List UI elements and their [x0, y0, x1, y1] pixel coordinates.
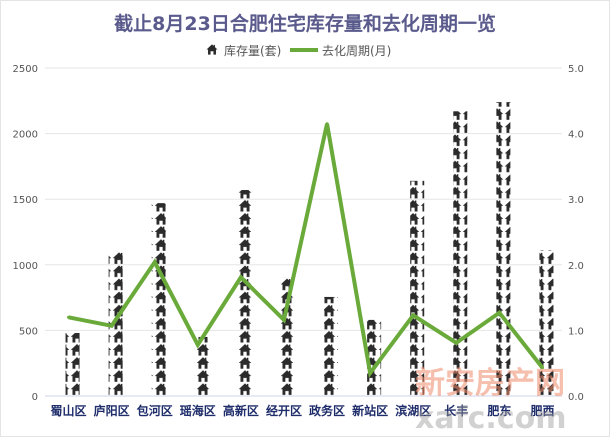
x-tick-label: 肥西: [530, 403, 554, 418]
bar-高新区: [237, 190, 252, 396]
x-tick-label: 长丰: [444, 403, 468, 418]
y-left-tick: 0: [32, 392, 38, 403]
cycle-point-庐阳区: [110, 324, 114, 328]
bar-蜀山区: [65, 333, 80, 396]
bar-肥西: [539, 250, 554, 396]
bar-庐阳区: [108, 251, 123, 396]
cycle-point-长丰: [454, 341, 458, 345]
cycle-point-瑶海区: [196, 343, 200, 347]
y-right-tick: 3.0: [568, 195, 584, 206]
y-left-tick: 2000: [13, 130, 38, 141]
chart-title: 截止8月23日合肥住宅库存量和去化周期一览: [114, 12, 496, 35]
cycle-point-经开区: [282, 318, 286, 322]
y-left-tick: 2500: [13, 64, 38, 75]
y-left-tick: 1000: [13, 261, 38, 272]
x-tick-label: 新站区: [352, 403, 388, 418]
y-right-tick: 0.0: [568, 392, 584, 403]
legend: 库存量(套) 去化周期(月): [206, 43, 391, 58]
bar-包河区: [151, 203, 166, 396]
bar-瑶海区: [194, 336, 209, 396]
x-tick-label: 庐阳区: [94, 403, 130, 418]
cycle-point-蜀山区: [67, 315, 71, 319]
cycle-point-滨湖区: [411, 313, 415, 317]
bar-政务区: [324, 296, 339, 396]
cycle-line: [68, 123, 545, 378]
bar-经开区: [280, 277, 295, 396]
x-tick-label: 高新区: [223, 403, 259, 418]
bar-肥东: [496, 102, 511, 396]
x-tick-label: 政务区: [309, 403, 345, 418]
watermark: 新安房产网 xafc.com: [415, 366, 566, 436]
y-left-tick: 500: [19, 326, 38, 337]
legend-house-icon: [206, 44, 218, 55]
legend-label-cycle: 去化周期(月): [322, 44, 391, 58]
x-tick-label: 包河区: [136, 403, 173, 418]
cycle-point-肥东: [497, 311, 501, 315]
watermark-text: 新安房产网: [415, 366, 565, 401]
cycle-point-新站区: [368, 371, 372, 375]
x-tick-label: 蜀山区: [51, 403, 87, 418]
y-left-tick: 1500: [13, 195, 38, 206]
y-right-tick: 4.0: [568, 130, 584, 141]
bar-新站区: [367, 319, 382, 396]
legend-label-inventory: 库存量(套): [224, 43, 281, 58]
x-tick-label: 经开区: [266, 403, 302, 418]
x-tick-label: 瑶海区: [180, 403, 216, 418]
bar-滨湖区: [410, 180, 425, 396]
cycle-point-肥西: [540, 366, 544, 370]
cycle-point-政务区: [325, 122, 329, 126]
y-right-tick: 5.0: [568, 64, 584, 75]
x-tick-label: 滨湖区: [395, 403, 431, 418]
cycle-point-高新区: [239, 275, 243, 279]
bar-长丰: [453, 111, 468, 397]
y-right-tick: 2.0: [568, 261, 584, 272]
cycle-point-包河区: [153, 260, 157, 264]
x-tick-label: 肥东: [487, 403, 511, 418]
watermark-domain: xafc.com: [415, 401, 566, 436]
y-right-tick: 1.0: [568, 326, 584, 337]
